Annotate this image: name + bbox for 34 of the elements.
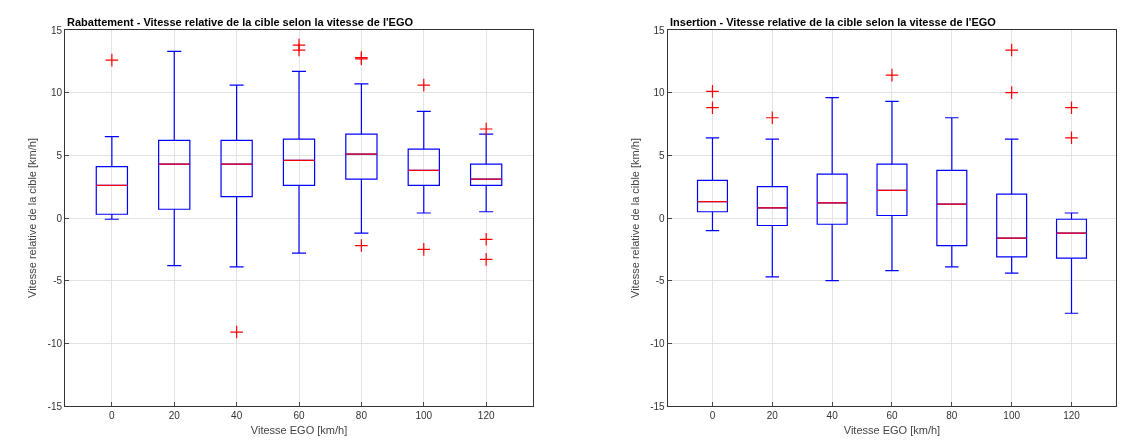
x-tick-label: 80	[355, 410, 368, 421]
y-tick-label: 15	[50, 24, 63, 36]
y-tick-label: 15	[653, 24, 666, 36]
chart-title: Rabattement - Vitesse relative de la cible selon la vitesse de l'EGO	[67, 16, 414, 28]
y-tick-label: 10	[50, 87, 63, 99]
x-tick-label: 0	[709, 410, 716, 421]
y-tick-label: -15	[47, 400, 63, 412]
x-tick-label: 80	[946, 410, 958, 421]
y-tick-label: -15	[650, 400, 666, 412]
x-tick-label: 120	[1063, 410, 1081, 421]
y-tick-label: 5	[659, 149, 666, 161]
x-tick-label: 20	[766, 410, 779, 421]
y-tick-label: 5	[56, 149, 63, 161]
y-tick-label: -10	[650, 337, 666, 349]
y-axis-title: Vitesse relative de la cible [km/h]	[628, 138, 641, 298]
x-tick-label: 120	[477, 410, 495, 421]
x-tick-label: 60	[293, 410, 306, 421]
chart-title: Insertion - Vitesse relative de la cible selon la vitesse de l'EGO	[670, 16, 997, 28]
x-axis-title: Vitesse EGO [km/h]	[843, 424, 941, 437]
y-tick-label: 0	[56, 212, 63, 224]
x-tick-label: 100	[1003, 410, 1021, 421]
y-tick-label: 10	[653, 87, 666, 99]
x-tick-label: 100	[415, 410, 433, 421]
y-axis-title: Vitesse relative de la cible [km/h]	[26, 138, 39, 298]
y-tick-label: -5	[53, 275, 63, 287]
x-tick-label: 20	[168, 410, 181, 421]
x-tick-label: 0	[109, 410, 116, 421]
y-tick-label: -10	[47, 337, 63, 349]
x-tick-label: 60	[886, 410, 898, 421]
y-tick-label: 0	[659, 212, 666, 224]
x-tick-label: 40	[826, 410, 839, 421]
x-axis-title: Vitesse EGO [km/h]	[250, 424, 348, 437]
x-tick-label: 40	[231, 410, 243, 421]
y-tick-label: -5	[655, 275, 666, 287]
